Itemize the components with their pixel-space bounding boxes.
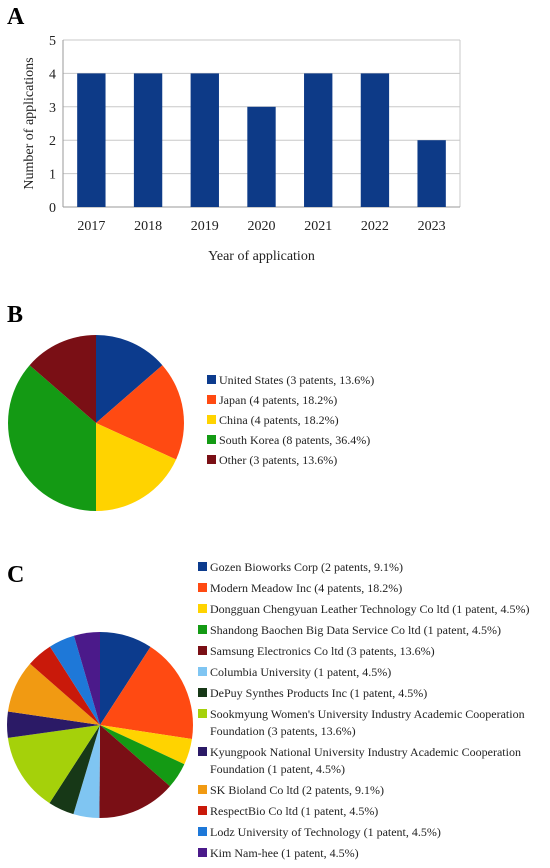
legend-label: China (4 patents, 18.2%) xyxy=(219,413,339,427)
pie-slice xyxy=(30,646,101,725)
legend-swatch xyxy=(198,785,207,794)
pie-slice xyxy=(7,663,100,725)
legend-label: Sookmyung Women's University Industry Ac… xyxy=(210,707,525,721)
legend-label: Foundation (3 patents, 13.6%) xyxy=(210,724,356,738)
legend-swatch xyxy=(198,625,207,634)
bar-chart-applications-by-year: 0 1 2 3 4 5 2017 2018 2019 2020 2021 2022 2023 Year o… xyxy=(22,34,461,264)
bar xyxy=(360,73,390,208)
pie-slice xyxy=(73,725,100,818)
x-axis-title: Year of application xyxy=(208,249,315,264)
panel-label-a: A xyxy=(7,4,25,30)
legend-label: Dongguan Chengyuan Leather Technology Co… xyxy=(210,602,530,616)
panel-label-c: C xyxy=(7,562,24,588)
pie-slice xyxy=(7,711,100,738)
bar xyxy=(190,73,219,208)
x-tick-label: 2017 xyxy=(77,219,105,234)
legend-label: Shandong Baochen Big Data Service Co ltd… xyxy=(210,623,501,637)
bar xyxy=(247,106,276,207)
legend-label: Foundation (1 patent, 4.5%) xyxy=(210,762,345,776)
pie-slice xyxy=(100,725,185,787)
bar xyxy=(133,73,163,208)
y-axis-title: Number of applications xyxy=(22,57,37,189)
y-tick-label: 3 xyxy=(49,101,56,116)
y-tick-label: 4 xyxy=(49,67,56,82)
legend-swatch xyxy=(198,646,207,655)
legend-swatch xyxy=(198,688,207,697)
legend-swatch xyxy=(207,455,216,464)
legend-label: Other (3 patents, 13.6%) xyxy=(219,453,337,467)
pie-chart-patents-by-applicant: Gozen Bioworks Corp (2 patents, 9.1%) Mod… xyxy=(7,560,530,860)
pie-slice xyxy=(96,365,184,460)
legend-label: Modern Meadow Inc (4 patents, 18.2%) xyxy=(210,581,402,595)
bar xyxy=(77,73,106,208)
x-tick-label: 2020 xyxy=(248,219,276,234)
pie-slice xyxy=(100,646,194,740)
legend-label: Lodz University of Technology (1 patent,… xyxy=(210,825,441,839)
y-tick-label: 0 xyxy=(49,201,56,216)
pie-slice xyxy=(49,725,100,815)
legend-swatch xyxy=(207,375,216,384)
y-tick-label: 1 xyxy=(49,168,56,183)
legend-swatch xyxy=(207,435,216,444)
pie-slice xyxy=(73,632,100,725)
bar xyxy=(304,73,333,208)
legend-label: Gozen Bioworks Corp (2 patents, 9.1%) xyxy=(210,560,403,574)
legend-swatch xyxy=(198,848,207,857)
legend-label: Kim Nam-hee (1 patent, 4.5%) xyxy=(210,846,359,860)
legend-swatch xyxy=(198,709,207,718)
legend-swatch xyxy=(198,667,207,676)
panel-label-b: B xyxy=(7,302,23,328)
pie-slice xyxy=(96,423,177,511)
x-tick-label: 2019 xyxy=(191,219,219,234)
legend-swatch xyxy=(198,562,207,571)
legend-swatch xyxy=(198,747,207,756)
pie-slice xyxy=(49,635,100,725)
pie-slice xyxy=(96,335,163,423)
x-tick-label: 2023 xyxy=(418,219,446,234)
pie-slice xyxy=(100,632,151,725)
pie-slice xyxy=(99,725,170,819)
y-tick-label: 5 xyxy=(49,34,56,49)
legend-swatch xyxy=(198,827,207,836)
pie-slice xyxy=(29,335,97,423)
legend-label: Japan (4 patents, 18.2%) xyxy=(219,393,337,407)
legend-swatch xyxy=(198,604,207,613)
x-tick-label: 2018 xyxy=(134,219,162,234)
pie-slice xyxy=(7,725,100,804)
pie-slice xyxy=(100,725,192,765)
y-tick-label: 2 xyxy=(49,134,56,149)
pie-chart-patents-by-country: United States (3 patents, 13.6%) Japan (4… xyxy=(8,335,374,511)
x-tick-label: 2022 xyxy=(361,219,389,234)
bar xyxy=(417,140,446,207)
legend-swatch xyxy=(198,806,207,815)
legend-label: DePuy Synthes Products Inc (1 patent, 4.… xyxy=(210,686,427,700)
legend-label: Samsung Electronics Co ltd (3 patents, 1… xyxy=(210,644,435,658)
legend-swatch xyxy=(198,583,207,592)
x-tick-label: 2021 xyxy=(304,219,332,234)
legend-swatch xyxy=(207,415,216,424)
legend-label: South Korea (8 patents, 36.4%) xyxy=(219,433,370,447)
legend-label: Columbia University (1 patent, 4.5%) xyxy=(210,665,391,679)
legend-label: Kyungpook National University Industry A… xyxy=(210,745,521,759)
legend-label: RespectBio Co ltd (1 patent, 4.5%) xyxy=(210,804,378,818)
legend-label: United States (3 patents, 13.6%) xyxy=(219,373,374,387)
pie-slice xyxy=(8,365,96,511)
legend-swatch xyxy=(207,395,216,404)
legend-label: SK Bioland Co ltd (2 patents, 9.1%) xyxy=(210,783,384,797)
